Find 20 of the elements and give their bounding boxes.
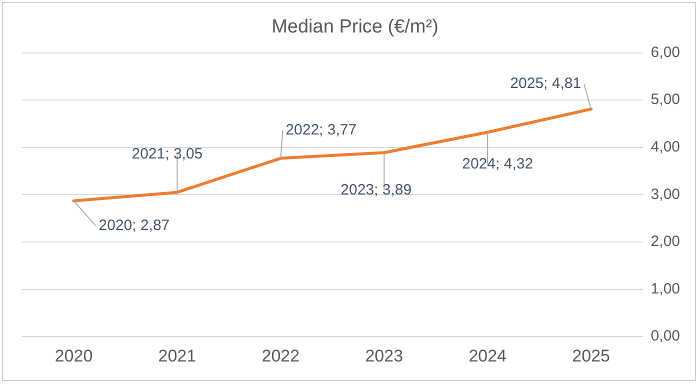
data-label: 2020; 2,87 <box>98 216 170 234</box>
chart-title: Median Price (€/m²) <box>272 16 438 38</box>
y-tick-label: 4,00 <box>650 138 680 156</box>
data-label: 2024; 4,32 <box>462 155 534 172</box>
x-tick-label: 2023 <box>365 346 404 366</box>
x-tick-label: 2021 <box>158 346 196 366</box>
x-tick-label: 2020 <box>54 346 93 366</box>
y-tick-label: 2,00 <box>650 233 680 250</box>
y-tick-label: 1,00 <box>650 280 680 298</box>
x-tick-label: 2022 <box>262 346 300 366</box>
data-label: 2023; 3,89 <box>340 182 412 199</box>
data-label: 2025; 4,81 <box>510 75 582 92</box>
data-label: 2021; 3,05 <box>132 145 203 162</box>
x-tick-label: 2025 <box>572 346 610 366</box>
data-label: 2022; 3,77 <box>286 121 357 138</box>
y-tick-label: 5,00 <box>650 91 680 108</box>
y-tick-label: 3,00 <box>650 186 680 203</box>
y-tick-label: 0,00 <box>650 328 680 345</box>
y-tick-label: 6,00 <box>650 44 680 61</box>
x-tick-label: 2024 <box>468 346 507 366</box>
